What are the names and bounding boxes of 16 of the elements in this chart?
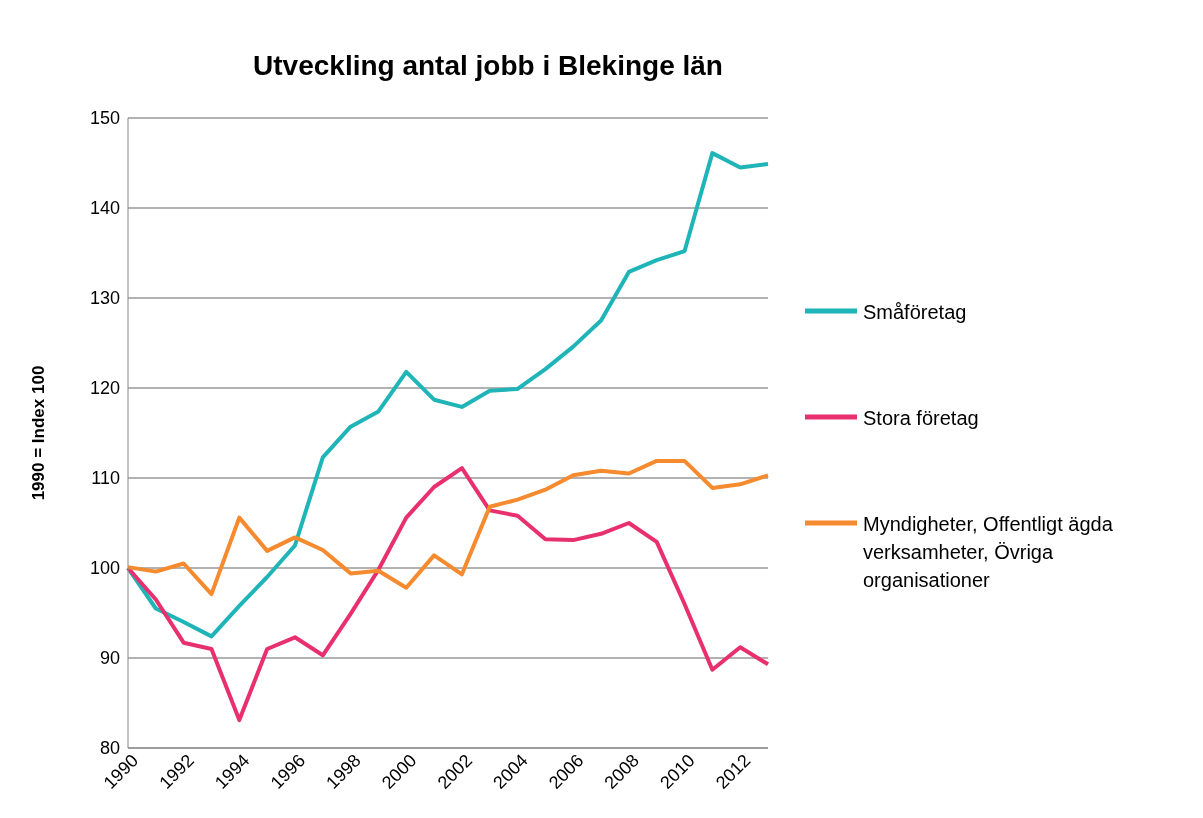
y-tick-label: 80 (99, 738, 120, 759)
legend-label: Myndigheter, Offentligt ägda verksamheter, Övriga organisationer (863, 512, 1114, 593)
y-tick-label: 100 (89, 558, 120, 579)
y-tick-label: 120 (89, 378, 120, 399)
legend-label: Stora företag (863, 406, 979, 431)
y-tick-label: 110 (91, 468, 120, 489)
y-axis-title: 1990 = Index 100 (29, 365, 49, 501)
line-series (126, 458, 770, 597)
chart-title: Utveckling antal jobb i Blekinge län (252, 50, 724, 82)
legend-label: Småföretag (863, 300, 967, 325)
y-tick-label: 90 (99, 648, 120, 669)
line-series (126, 151, 770, 639)
y-tick-label: 150 (89, 108, 120, 129)
line-series (126, 466, 770, 723)
y-tick-label: 130 (89, 288, 120, 309)
y-tick-label: 140 (89, 198, 120, 219)
